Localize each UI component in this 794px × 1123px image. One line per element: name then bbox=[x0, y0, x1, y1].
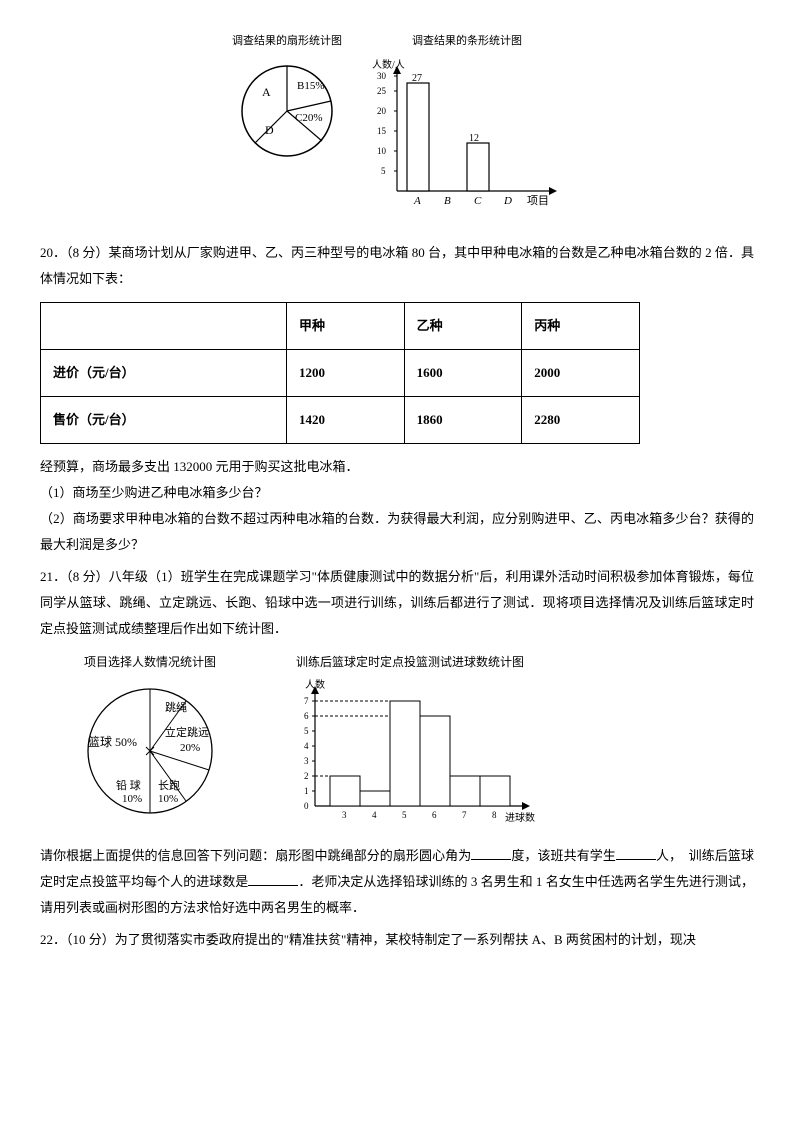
svg-text:30: 30 bbox=[377, 71, 387, 81]
svg-text:5: 5 bbox=[304, 726, 309, 736]
q20-table: 甲种 乙种 丙种 进价（元/台） 1200 1600 2000 售价（元/台） … bbox=[40, 302, 640, 444]
svg-text:6: 6 bbox=[304, 711, 309, 721]
hist-x-axis-label: 进球数 bbox=[505, 811, 535, 824]
q21-pie-title: 项目选择人数情况统计图 bbox=[60, 650, 240, 674]
svg-text:25: 25 bbox=[377, 86, 387, 96]
table-row: 售价（元/台） 1420 1860 2280 bbox=[41, 397, 640, 444]
table-cell: 1200 bbox=[286, 350, 404, 397]
q21-pie-shotput1: 铅 球 bbox=[116, 778, 141, 792]
bar-chart-title: 调查结果的条形统计图 bbox=[367, 30, 567, 52]
top-charts-row: 调查结果的扇形统计图 A B15% C20% D 调查结果的条形统计图 人数/人 bbox=[40, 30, 754, 220]
svg-text:5: 5 bbox=[402, 810, 407, 820]
blank-angle bbox=[471, 847, 511, 860]
q21-pie-run1: 长跑 bbox=[158, 778, 180, 792]
bar-chart-block: 调查结果的条形统计图 人数/人 5 10 15 20 25 30 27 12 bbox=[367, 30, 567, 220]
table-cell: 1420 bbox=[286, 397, 404, 444]
table-cell: 乙种 bbox=[404, 303, 522, 350]
q21-pie-run2: 10% bbox=[158, 793, 178, 805]
q21-pie-shotput2: 10% bbox=[122, 793, 142, 805]
q20-budget: 经预算，商场最多支出 132000 元用于购买这批电冰箱． bbox=[40, 454, 754, 480]
q21-hist-title: 训练后篮球定时定点投篮测试进球数统计图 bbox=[280, 650, 540, 674]
table-cell: 1600 bbox=[404, 350, 522, 397]
table-cell: 2280 bbox=[522, 397, 640, 444]
svg-text:3: 3 bbox=[342, 810, 347, 820]
bar-x-labels: A B C D bbox=[413, 195, 512, 207]
blank-average bbox=[248, 873, 298, 886]
svg-text:20: 20 bbox=[377, 106, 387, 116]
table-cell: 丙种 bbox=[522, 303, 640, 350]
hist-y-ticks: 0 1 2 3 4 5 6 7 bbox=[304, 696, 315, 811]
q21-pie-svg: 篮球 50% 跳绳 立定跳远 20% 长跑 10% 铅 球 10% bbox=[60, 676, 240, 826]
svg-text:8: 8 bbox=[492, 810, 497, 820]
table-cell: 甲种 bbox=[286, 303, 404, 350]
bar-chart-svg: 人数/人 5 10 15 20 25 30 27 12 A bbox=[367, 56, 567, 211]
q20-part1: （1）商场至少购进乙种电冰箱多少台？ bbox=[40, 480, 754, 506]
svg-text:3: 3 bbox=[304, 756, 309, 766]
pie-label-a: A bbox=[262, 85, 271, 99]
bar-c-value: 12 bbox=[469, 133, 479, 144]
svg-text:2: 2 bbox=[304, 771, 309, 781]
bar-x-axis-label: 项目 bbox=[527, 194, 549, 207]
q21-pie-standing1: 立定跳远 bbox=[165, 725, 209, 739]
q21-pie-standing2: 20% bbox=[180, 742, 200, 754]
table-row: 甲种 乙种 丙种 bbox=[41, 303, 640, 350]
svg-text:C: C bbox=[474, 195, 482, 207]
pie-chart-title: 调查结果的扇形统计图 bbox=[227, 30, 347, 52]
svg-text:7: 7 bbox=[462, 810, 467, 820]
svg-text:0: 0 bbox=[304, 801, 309, 811]
svg-text:D: D bbox=[503, 195, 512, 207]
table-cell: 进价（元/台） bbox=[41, 350, 287, 397]
hist-bar-5 bbox=[390, 701, 420, 806]
question-20: 20．（8 分）某商场计划从厂家购进甲、乙、丙三种型号的电冰箱 80 台，其中甲… bbox=[40, 240, 754, 558]
svg-text:A: A bbox=[413, 195, 421, 207]
pie-chart-svg: A B15% C20% D bbox=[227, 56, 347, 166]
bar-c bbox=[467, 143, 489, 191]
pie-chart-block: 调查结果的扇形统计图 A B15% C20% D bbox=[227, 30, 347, 220]
bar-y-label: 人数/人 bbox=[372, 58, 405, 71]
q20-intro: 20．（8 分）某商场计划从厂家购进甲、乙、丙三种型号的电冰箱 80 台，其中甲… bbox=[40, 240, 754, 292]
question-22: 22．（10 分）为了贯彻落实市委政府提出的"精准扶贫"精神，某校特制定了一系列… bbox=[40, 927, 754, 953]
table-cell: 1860 bbox=[404, 397, 522, 444]
q21-hist-block: 训练后篮球定时定点投篮测试进球数统计图 人数 0 1 2 3 4 5 6 7 bbox=[280, 650, 540, 835]
bar-a-value: 27 bbox=[412, 73, 422, 84]
q21-q1b: 度，该班共有学生 bbox=[511, 848, 616, 863]
hist-bar-4 bbox=[360, 791, 390, 806]
hist-bar-8 bbox=[480, 776, 510, 806]
svg-text:6: 6 bbox=[432, 810, 437, 820]
q21-pie-block: 项目选择人数情况统计图 篮球 50% 跳绳 立定跳远 20% 长跑 10% 铅 … bbox=[60, 650, 240, 835]
table-cell: 2000 bbox=[522, 350, 640, 397]
q21-charts-row: 项目选择人数情况统计图 篮球 50% 跳绳 立定跳远 20% 长跑 10% 铅 … bbox=[60, 650, 754, 835]
question-21: 21．（8 分）八年级（1）班学生在完成课题学习"体质健康测试中的数据分析"后，… bbox=[40, 564, 754, 921]
hist-bar-3 bbox=[330, 776, 360, 806]
svg-text:1: 1 bbox=[304, 786, 309, 796]
table-cell: 售价（元/台） bbox=[41, 397, 287, 444]
pie-label-c: C20% bbox=[295, 112, 323, 124]
q21-hist-svg: 人数 0 1 2 3 4 5 6 7 bbox=[280, 676, 540, 826]
svg-text:7: 7 bbox=[304, 696, 309, 706]
svg-text:B: B bbox=[444, 195, 451, 207]
q21-question: 请你根据上面提供的信息回答下列问题：扇形图中跳绳部分的扇形圆心角为 度，该班共有学… bbox=[40, 843, 754, 921]
bar-y-ticks: 5 10 15 20 25 30 bbox=[377, 71, 397, 176]
svg-text:4: 4 bbox=[372, 810, 377, 820]
blank-students bbox=[616, 847, 656, 860]
svg-text:4: 4 bbox=[304, 741, 309, 751]
q21-pie-jumprope: 跳绳 bbox=[165, 700, 187, 714]
svg-text:5: 5 bbox=[381, 166, 386, 176]
hist-bar-6 bbox=[420, 716, 450, 806]
q22-intro: 22．（10 分）为了贯彻落实市委政府提出的"精准扶贫"精神，某校特制定了一系列… bbox=[40, 927, 754, 953]
q20-part2: （2）商场要求甲种电冰箱的台数不超过丙种电冰箱的台数．为获得最大利润，应分别购进… bbox=[40, 506, 754, 558]
bar-a bbox=[407, 83, 429, 191]
hist-x-labels: 3 4 5 6 7 8 bbox=[342, 810, 497, 820]
q21-pie-basketball: 篮球 50% bbox=[88, 734, 137, 749]
q21-q1a: 请你根据上面提供的信息回答下列问题：扇形图中跳绳部分的扇形圆心角为 bbox=[40, 848, 471, 863]
table-row: 进价（元/台） 1200 1600 2000 bbox=[41, 350, 640, 397]
hist-bar-7 bbox=[450, 776, 480, 806]
svg-text:15: 15 bbox=[377, 126, 387, 136]
pie-label-d: D bbox=[265, 123, 274, 137]
table-cell bbox=[41, 303, 287, 350]
svg-text:10: 10 bbox=[377, 146, 387, 156]
pie-label-b: B15% bbox=[297, 80, 325, 92]
q21-intro: 21．（8 分）八年级（1）班学生在完成课题学习"体质健康测试中的数据分析"后，… bbox=[40, 564, 754, 642]
